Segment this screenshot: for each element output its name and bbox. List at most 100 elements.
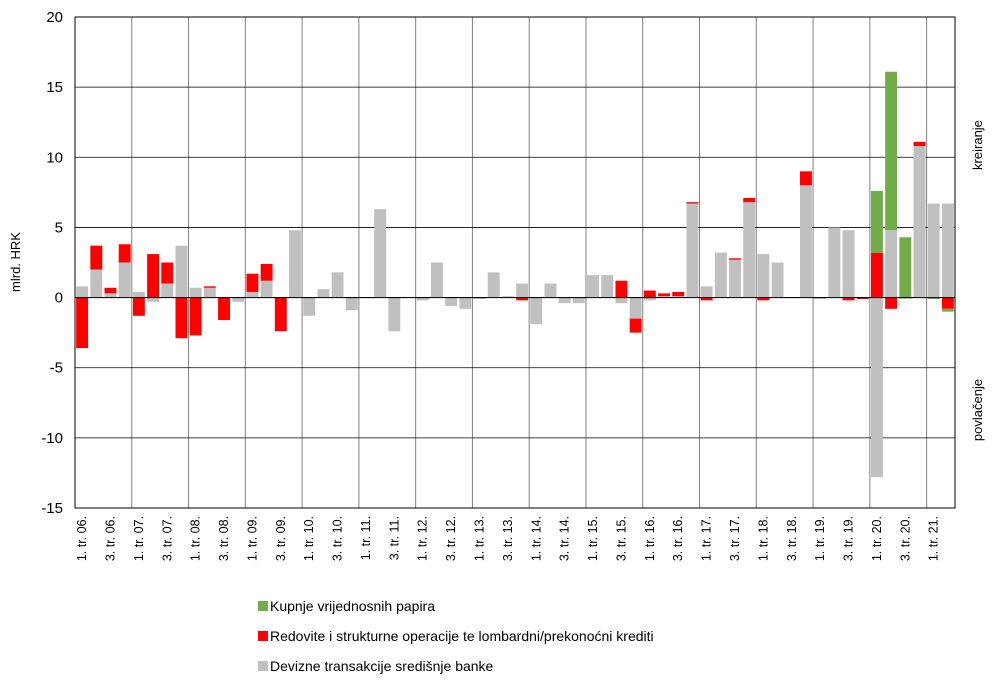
bar (374, 209, 387, 298)
bar (587, 275, 600, 298)
bar (487, 272, 500, 298)
bar (104, 293, 117, 298)
bar (927, 203, 940, 298)
bar (76, 297, 89, 349)
bar (658, 296, 670, 298)
bar (686, 203, 699, 298)
plot-frame (74, 16, 956, 509)
bar (913, 146, 926, 298)
bar (416, 297, 429, 301)
bar (516, 283, 529, 298)
bar (714, 252, 727, 298)
bar (331, 272, 344, 298)
bar (743, 202, 756, 298)
bar (615, 280, 628, 298)
y-tick-label: 5 (55, 219, 63, 236)
bar (246, 291, 259, 298)
bar (927, 297, 940, 299)
bar (672, 291, 685, 297)
bar (189, 287, 202, 298)
bar (757, 254, 770, 298)
bar (743, 197, 756, 203)
bar (643, 297, 656, 301)
bar (90, 245, 103, 270)
x-tick-label: 3. tr. 07. (160, 516, 174, 561)
x-tick-label: 1. tr. 18. (756, 516, 770, 561)
bar (104, 287, 117, 294)
legend-swatch (258, 601, 268, 611)
x-tick-label: 3. tr. 16. (671, 516, 685, 561)
x-tick-label: 1. tr. 10. (302, 516, 316, 561)
bar (842, 297, 855, 301)
y-axis-label: mlrd. HRK (8, 232, 23, 292)
x-tick-label: 3. tr. 14. (558, 516, 572, 561)
x-tick-label: 3. tr. 13. (501, 516, 515, 561)
bar (885, 71, 898, 231)
bar (289, 230, 301, 298)
x-tick-label: 3. tr. 18. (785, 516, 799, 561)
annotation: povlačenje (970, 379, 985, 441)
bar (672, 296, 685, 298)
bar (473, 297, 486, 299)
y-tick-label: 10 (46, 149, 63, 166)
x-tick-label: 3. tr. 15. (614, 516, 628, 561)
bar (76, 286, 89, 298)
legend-label: Devizne transakcije središnje banke (270, 658, 494, 674)
bar (147, 254, 160, 298)
x-tick-label: 1. tr. 17. (700, 516, 714, 561)
bar (530, 297, 543, 325)
x-tick-label: 3. tr. 17. (728, 516, 742, 561)
bar (700, 286, 713, 298)
bar (601, 275, 614, 298)
bar (345, 297, 358, 311)
bar (445, 297, 458, 306)
x-tick-label: 1. tr. 06. (75, 516, 89, 561)
bar (516, 297, 529, 301)
bar (885, 297, 898, 309)
x-tick-label: 3. tr. 20. (898, 516, 912, 561)
bar (941, 308, 954, 312)
bar (189, 297, 202, 336)
x-tick-label: 3. tr. 09. (274, 516, 288, 561)
bar (132, 297, 145, 316)
bar (203, 286, 216, 288)
x-tick-label: 3. tr. 11. (387, 516, 401, 560)
bar (658, 293, 670, 297)
bar (558, 297, 571, 304)
y-tick-label: -5 (50, 360, 63, 377)
bar (317, 289, 330, 298)
y-tick-label: -10 (41, 430, 63, 447)
bar (303, 297, 316, 316)
bar (700, 297, 713, 301)
y-tick-label: 15 (46, 79, 63, 96)
bar (729, 258, 741, 260)
bar (800, 171, 812, 186)
bar (814, 297, 827, 299)
bar (899, 237, 912, 298)
x-tick-label: 3. tr. 08. (217, 516, 231, 561)
y-tick-label: 0 (55, 290, 63, 307)
bar (218, 297, 230, 321)
bar (260, 263, 273, 281)
x-tick-label: 3. tr. 10. (331, 516, 345, 561)
bar (459, 297, 472, 309)
y-tick-label: -15 (41, 500, 63, 517)
bar (941, 297, 954, 309)
bar (629, 318, 642, 333)
bar (118, 262, 131, 298)
bar (856, 297, 869, 299)
x-tick-label: 1. tr. 21. (927, 516, 941, 561)
x-tick-label: 3. tr. 12. (444, 516, 458, 561)
x-tick-label: 1. tr. 11. (359, 516, 373, 560)
bar (757, 297, 770, 301)
bar (629, 297, 642, 319)
x-tick-label: 3. tr. 19. (842, 516, 856, 561)
y-tick-label: 20 (46, 9, 63, 26)
bar (203, 287, 216, 298)
x-tick-label: 1. tr. 15. (586, 516, 600, 561)
bar (870, 252, 883, 298)
legend-label: Kupnje vrijednosnih papira (270, 598, 435, 614)
bar (913, 141, 926, 147)
bar (729, 259, 741, 298)
